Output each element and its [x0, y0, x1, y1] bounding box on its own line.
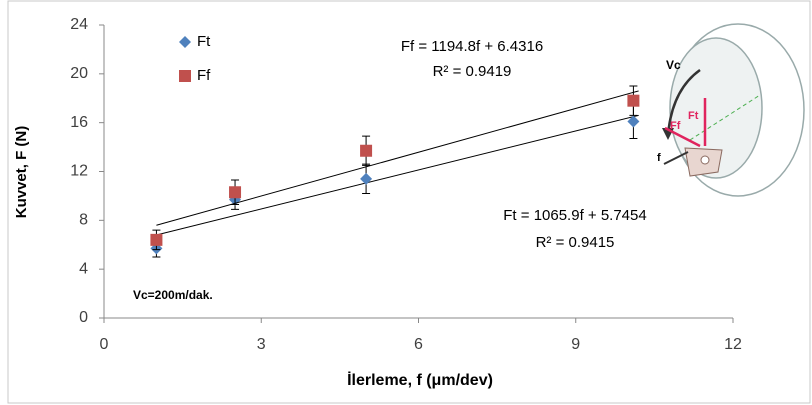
y-axis-title: Kuvvet, F (N) [13, 126, 30, 219]
ft-label: Ft [688, 110, 699, 122]
legend-label: Ff [197, 67, 211, 84]
trendline-r2: R² = 0.9419 [433, 63, 512, 80]
y-tick-label: 4 [79, 260, 88, 277]
point [627, 94, 640, 107]
x-tick-label: 12 [724, 336, 742, 353]
trendline [156, 114, 639, 236]
tool-hole [700, 155, 710, 165]
point [150, 233, 163, 246]
vc-label: Vc [666, 58, 681, 72]
trendline-equation: Ff = 1194.8f + 6.4316 [401, 38, 543, 55]
ff-arrow [664, 126, 701, 148]
y-tick-label: 24 [70, 16, 88, 33]
y-tick-label: 16 [70, 114, 88, 131]
trendline-equation: Ft = 1065.9f + 5.7454 [503, 207, 646, 224]
illustration: Vc Ft Ff f [657, 23, 805, 197]
x-tick-label: 0 [100, 336, 109, 353]
point [360, 144, 373, 157]
f-arrow [663, 151, 689, 165]
x-tick-label: 9 [571, 336, 580, 353]
point [229, 186, 242, 199]
annotation: Vc=200m/dak. [133, 288, 213, 302]
x-tick-label: 3 [257, 336, 266, 353]
y-tick-label: 12 [70, 163, 88, 180]
legend-marker [179, 70, 191, 82]
y-tick-label: 0 [79, 309, 88, 326]
x-axis-title: İlerleme, f (μm/dev) [347, 371, 493, 389]
ff-label: Ff [670, 120, 681, 132]
f-label: f [657, 152, 661, 164]
chart-frame [7, 0, 811, 404]
legend-label: Ft [197, 33, 211, 50]
vc-arrow [666, 68, 701, 136]
trendline [156, 90, 639, 226]
trendline-r2: R² = 0.9415 [536, 234, 615, 251]
y-tick-label: 20 [70, 65, 88, 82]
point [627, 115, 640, 128]
point [360, 172, 373, 185]
x-tick-label: 6 [414, 336, 423, 353]
legend-marker [179, 36, 191, 48]
y-tick-label: 8 [79, 212, 88, 229]
